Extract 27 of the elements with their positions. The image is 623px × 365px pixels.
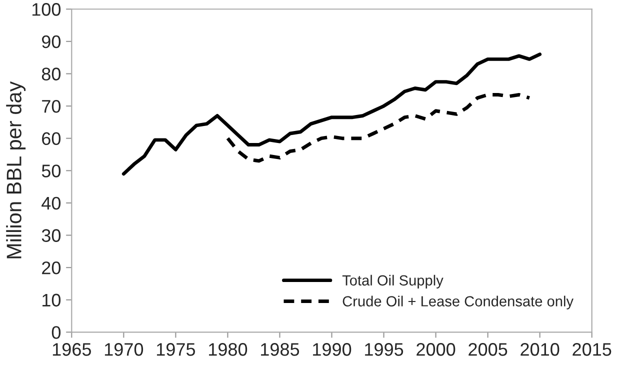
y-tick-label: 0 [52, 326, 61, 339]
x-tick-label: 2015 [572, 343, 612, 356]
y-tick-label: 60 [42, 132, 61, 146]
x-tick-label: 2010 [520, 343, 560, 356]
y-tick-label: 80 [42, 68, 61, 80]
line-series [122, 52, 542, 176]
y-tick-label: 90 [42, 35, 61, 48]
x-tick-label: 1965 [52, 343, 91, 356]
x-tick-label: 1980 [209, 343, 248, 356]
y-tick-label: 70 [42, 100, 61, 113]
y-tick-label: 100 [32, 3, 61, 16]
x-tick-label: 2000 [416, 343, 456, 356]
y-tick-label: 10 [42, 294, 61, 307]
legend-label: Crude Oil + Lease Condensate only [342, 296, 574, 310]
x-tick-label: 1975 [156, 343, 196, 356]
legend-label: Total Oil Supply [342, 274, 444, 288]
x-tick-label: 1995 [365, 343, 404, 356]
line-series [226, 92, 532, 163]
y-tick-label: 40 [42, 196, 61, 210]
x-tick-label: 1970 [104, 343, 144, 356]
x-tick-label: 1990 [313, 343, 352, 356]
y-tick-label: 50 [42, 164, 61, 178]
y-tick-label: 20 [42, 261, 61, 274]
y-axis-title: Million BBL per day [6, 81, 26, 258]
x-tick-label: 1985 [261, 343, 300, 356]
y-tick-label: 30 [42, 229, 61, 242]
x-tick-label: 2005 [468, 343, 508, 356]
